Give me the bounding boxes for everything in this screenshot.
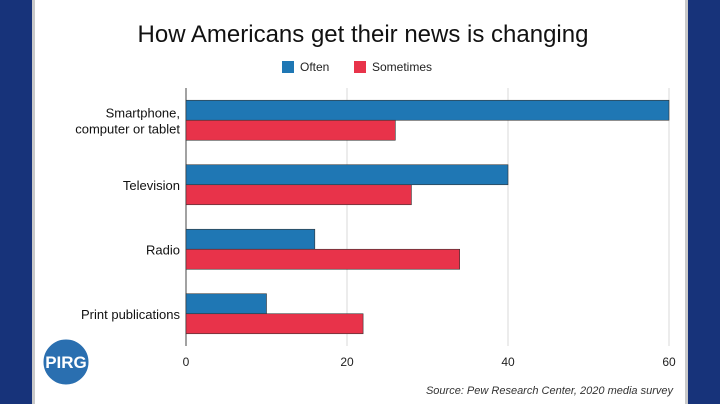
bar-sometimes: [185, 119, 396, 141]
bar-often: [185, 164, 509, 186]
bar-chart: How Americans get their news is changing…: [40, 21, 676, 397]
x-tick-label: 20: [340, 355, 354, 369]
pirg-logo-text: PIRG: [45, 353, 87, 372]
pirg-logo-badge: [40, 336, 92, 388]
bar-often: [185, 293, 267, 315]
legend-swatch-sometimes: [354, 61, 366, 73]
x-tick-labels: 0 20 40 60: [183, 355, 676, 369]
category-labels: Smartphone,computer or tablet Television R…: [75, 105, 180, 322]
x-tick-label: 40: [501, 355, 515, 369]
source-note: Source: Pew Research Center, 2020 media …: [426, 385, 675, 397]
category-label: computer or tablet: [75, 121, 180, 136]
legend-label-often: Often: [300, 60, 329, 74]
category-label: Print publications: [81, 307, 180, 322]
bar-sometimes: [185, 248, 461, 270]
bar-often: [185, 228, 316, 250]
bar-sometimes: [185, 184, 412, 206]
legend: Often Sometimes: [282, 60, 432, 74]
bars: [185, 99, 670, 335]
x-tick-label: 0: [183, 355, 190, 369]
x-tick-label: 60: [662, 355, 676, 369]
category-label: Smartphone,: [106, 105, 180, 120]
chart-title: How Americans get their news is changing: [138, 21, 589, 48]
category-label: Television: [123, 178, 180, 193]
legend-label-sometimes: Sometimes: [372, 60, 432, 74]
bar-sometimes: [185, 313, 364, 335]
bar-often: [185, 99, 670, 121]
pirg-logo: PIRG: [40, 336, 92, 388]
category-label: Radio: [146, 242, 180, 257]
chart-frame: How Americans get their news is changing…: [32, 0, 688, 404]
legend-swatch-often: [282, 61, 294, 73]
